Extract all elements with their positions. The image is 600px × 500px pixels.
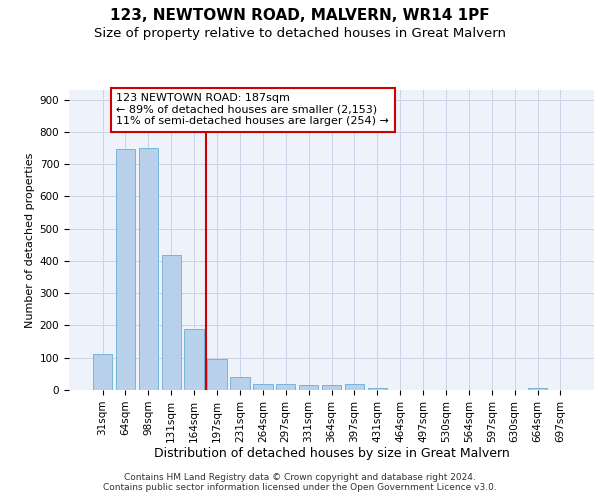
Bar (116, 148, 135, 390)
Bar (344, 384, 364, 390)
Bar (161, 255, 181, 390)
Bar (208, 360, 227, 390)
Bar (322, 385, 341, 390)
Text: 123, NEWTOWN ROAD, MALVERN, WR14 1PF: 123, NEWTOWN ROAD, MALVERN, WR14 1PF (110, 8, 490, 22)
Text: 123 NEWTOWN ROAD: 187sqm
← 89% of detached houses are smaller (2,153)
11% of sem: 123 NEWTOWN ROAD: 187sqm ← 89% of detach… (116, 93, 389, 126)
Bar (139, 148, 158, 390)
X-axis label: Distribution of detached houses by size in Great Malvern: Distribution of detached houses by size … (154, 448, 509, 460)
Bar (299, 385, 319, 390)
Bar (93, 354, 112, 390)
Bar (276, 384, 295, 390)
Y-axis label: Number of detached properties: Number of detached properties (25, 152, 35, 328)
Bar (184, 330, 204, 390)
Bar (528, 388, 547, 390)
Bar (253, 384, 272, 390)
Bar (368, 388, 387, 390)
Text: Contains HM Land Registry data © Crown copyright and database right 2024.
Contai: Contains HM Land Registry data © Crown c… (103, 473, 497, 492)
Text: Size of property relative to detached houses in Great Malvern: Size of property relative to detached ho… (94, 28, 506, 40)
Bar (230, 377, 250, 390)
